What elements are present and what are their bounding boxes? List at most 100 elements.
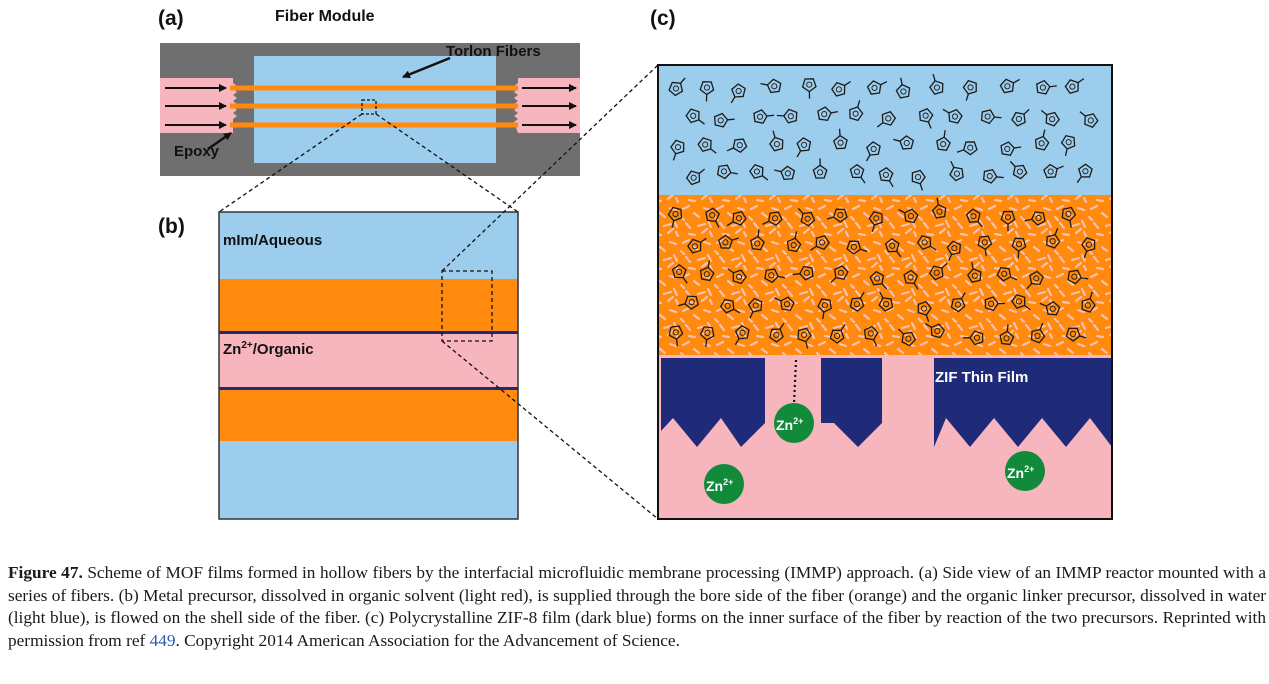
mim-molecule-icon — [699, 260, 715, 282]
mim-molecule-icon — [668, 325, 684, 347]
mim-molecule-icon — [705, 207, 720, 228]
mim-molecule-icon — [677, 295, 699, 310]
mim-molecule-icon — [774, 296, 795, 312]
mim-molecule-icon — [812, 158, 828, 179]
panel-c-frame — [657, 64, 1113, 520]
mim-molecule-icon — [868, 210, 883, 232]
flow-arrows — [165, 84, 577, 129]
mim-molecule-icon — [730, 83, 746, 104]
zoom-lines-b-c — [441, 64, 659, 520]
mim-molecule-icon — [928, 262, 948, 281]
zoom-box-b — [441, 270, 493, 342]
mim-molecule-icon — [1065, 327, 1087, 342]
mim-molecule-icon — [817, 106, 839, 122]
zn-ion-label: Zn2+ — [776, 416, 803, 433]
mim-molecule-icon — [685, 108, 705, 125]
mim-molecule-icon — [716, 164, 738, 180]
caption-text-end: . Copyright 2014 American Association fo… — [175, 630, 680, 650]
mim-molecule-icon — [982, 168, 1004, 184]
mim-molecule-icon — [918, 107, 934, 129]
mim-molecule-icon — [916, 235, 937, 251]
mim-molecule-icon — [965, 208, 983, 228]
mim-molecule-icon — [876, 110, 897, 128]
epoxy-pointer-arrow — [207, 131, 232, 151]
zn-ion: Zn2+ — [704, 464, 744, 504]
mim-molecule-icon — [1079, 111, 1099, 128]
mim-molecule-icon — [668, 77, 686, 97]
mim-molecule-icon — [917, 300, 932, 322]
mim-molecule-icon — [977, 235, 993, 257]
mim-molecule-icon — [670, 139, 685, 161]
mim-molecule-icon — [884, 237, 902, 258]
mim-molecule-icon — [768, 322, 785, 343]
mim-molecule-icon — [962, 330, 984, 346]
mim-molecule-icon — [774, 165, 796, 181]
mim-molecule-icon — [950, 292, 966, 313]
panel-a-label: (a) — [158, 7, 184, 30]
zif-film-line — [219, 387, 518, 390]
figure-caption: Figure 47. Scheme of MOF films formed in… — [8, 562, 1266, 652]
mim-molecule-icon — [878, 291, 894, 312]
mim-molecule-icon — [1076, 163, 1093, 183]
zn-ion: Zn2+ — [774, 403, 814, 443]
mim-molecule-icon — [1011, 293, 1031, 311]
mim-molecule-icon — [699, 81, 715, 102]
mim-molecules — [667, 73, 1099, 349]
mim-molecule-icon — [699, 326, 715, 347]
mim-molecule-icon — [962, 79, 977, 101]
mim-molecule-icon — [760, 78, 782, 94]
mim-molecule-icon — [829, 324, 846, 344]
panel-c: (c) ZIF Thin Film Zn2+ Zn2+ Zn2+ — [650, 7, 1113, 520]
mim-molecule-icon — [769, 130, 784, 152]
mim-molecule-icon — [830, 265, 849, 284]
mim-molecule-icon — [1039, 300, 1061, 316]
mim-molecule-icon — [996, 266, 1018, 282]
caption-reference-link[interactable]: 449 — [149, 630, 176, 650]
mim-molecule-icon — [925, 323, 946, 339]
panel-b-label: (b) — [158, 215, 185, 238]
mim-molecule-icon — [753, 109, 775, 124]
mim-molecule-icon — [849, 291, 865, 312]
zn-ion-circle — [1005, 451, 1045, 491]
mim-molecule-icon — [1064, 78, 1085, 95]
fibers-pointer-arrow — [402, 56, 451, 79]
mim-molecule-icon — [667, 206, 683, 228]
mim-molecule-icon — [1046, 227, 1061, 249]
mim-molecule-icon — [717, 234, 739, 249]
mim-molecule-icon — [832, 128, 848, 150]
zif-crystal — [934, 358, 1112, 447]
zoom-lines-a-b — [218, 113, 519, 213]
mim-molecule-icon — [1081, 291, 1096, 313]
mim-molecule-icon — [936, 130, 951, 152]
zn-ion-circle — [774, 403, 814, 443]
mim-molecule-icon — [1043, 163, 1064, 179]
aqueous-label: mIm/Aqueous — [223, 232, 322, 249]
zif-film-line — [219, 331, 518, 334]
caption-label: Figure 47. — [8, 563, 83, 582]
mim-molecule-icon — [846, 240, 868, 255]
fiber-wall-bottom — [219, 388, 518, 441]
mim-molecule-icon — [747, 297, 763, 319]
mim-molecule-icon — [1061, 206, 1077, 228]
mim-molecule-icon — [946, 240, 962, 262]
mim-molecule-icon — [931, 197, 947, 219]
torlon-fibers-label: Torlon Fibers — [446, 43, 541, 60]
organic-label: Zn2+/Organic — [223, 340, 314, 358]
epoxy-label: Epoxy — [174, 143, 220, 160]
zn-ion-circle — [704, 464, 744, 504]
mim-molecule-icon — [949, 160, 964, 182]
mim-molecule-icon — [1060, 134, 1076, 156]
mim-molecule-icon — [1036, 79, 1057, 95]
mim-molecule-icon — [898, 208, 919, 224]
mim-molecule-icon — [956, 141, 978, 156]
mim-molecule-icon — [849, 163, 866, 184]
module-title: Fiber Module — [275, 8, 375, 25]
mim-molecule-icon — [749, 164, 769, 181]
mim-molecule-icon — [980, 109, 1002, 125]
zif-crystal — [661, 358, 765, 447]
coordination-bond — [792, 359, 798, 405]
mim-molecule-icon — [869, 270, 888, 290]
mim-molecule-icon — [831, 81, 851, 97]
zn-ion-label: Zn2+ — [1007, 464, 1034, 481]
mim-molecule-icon — [697, 137, 717, 154]
